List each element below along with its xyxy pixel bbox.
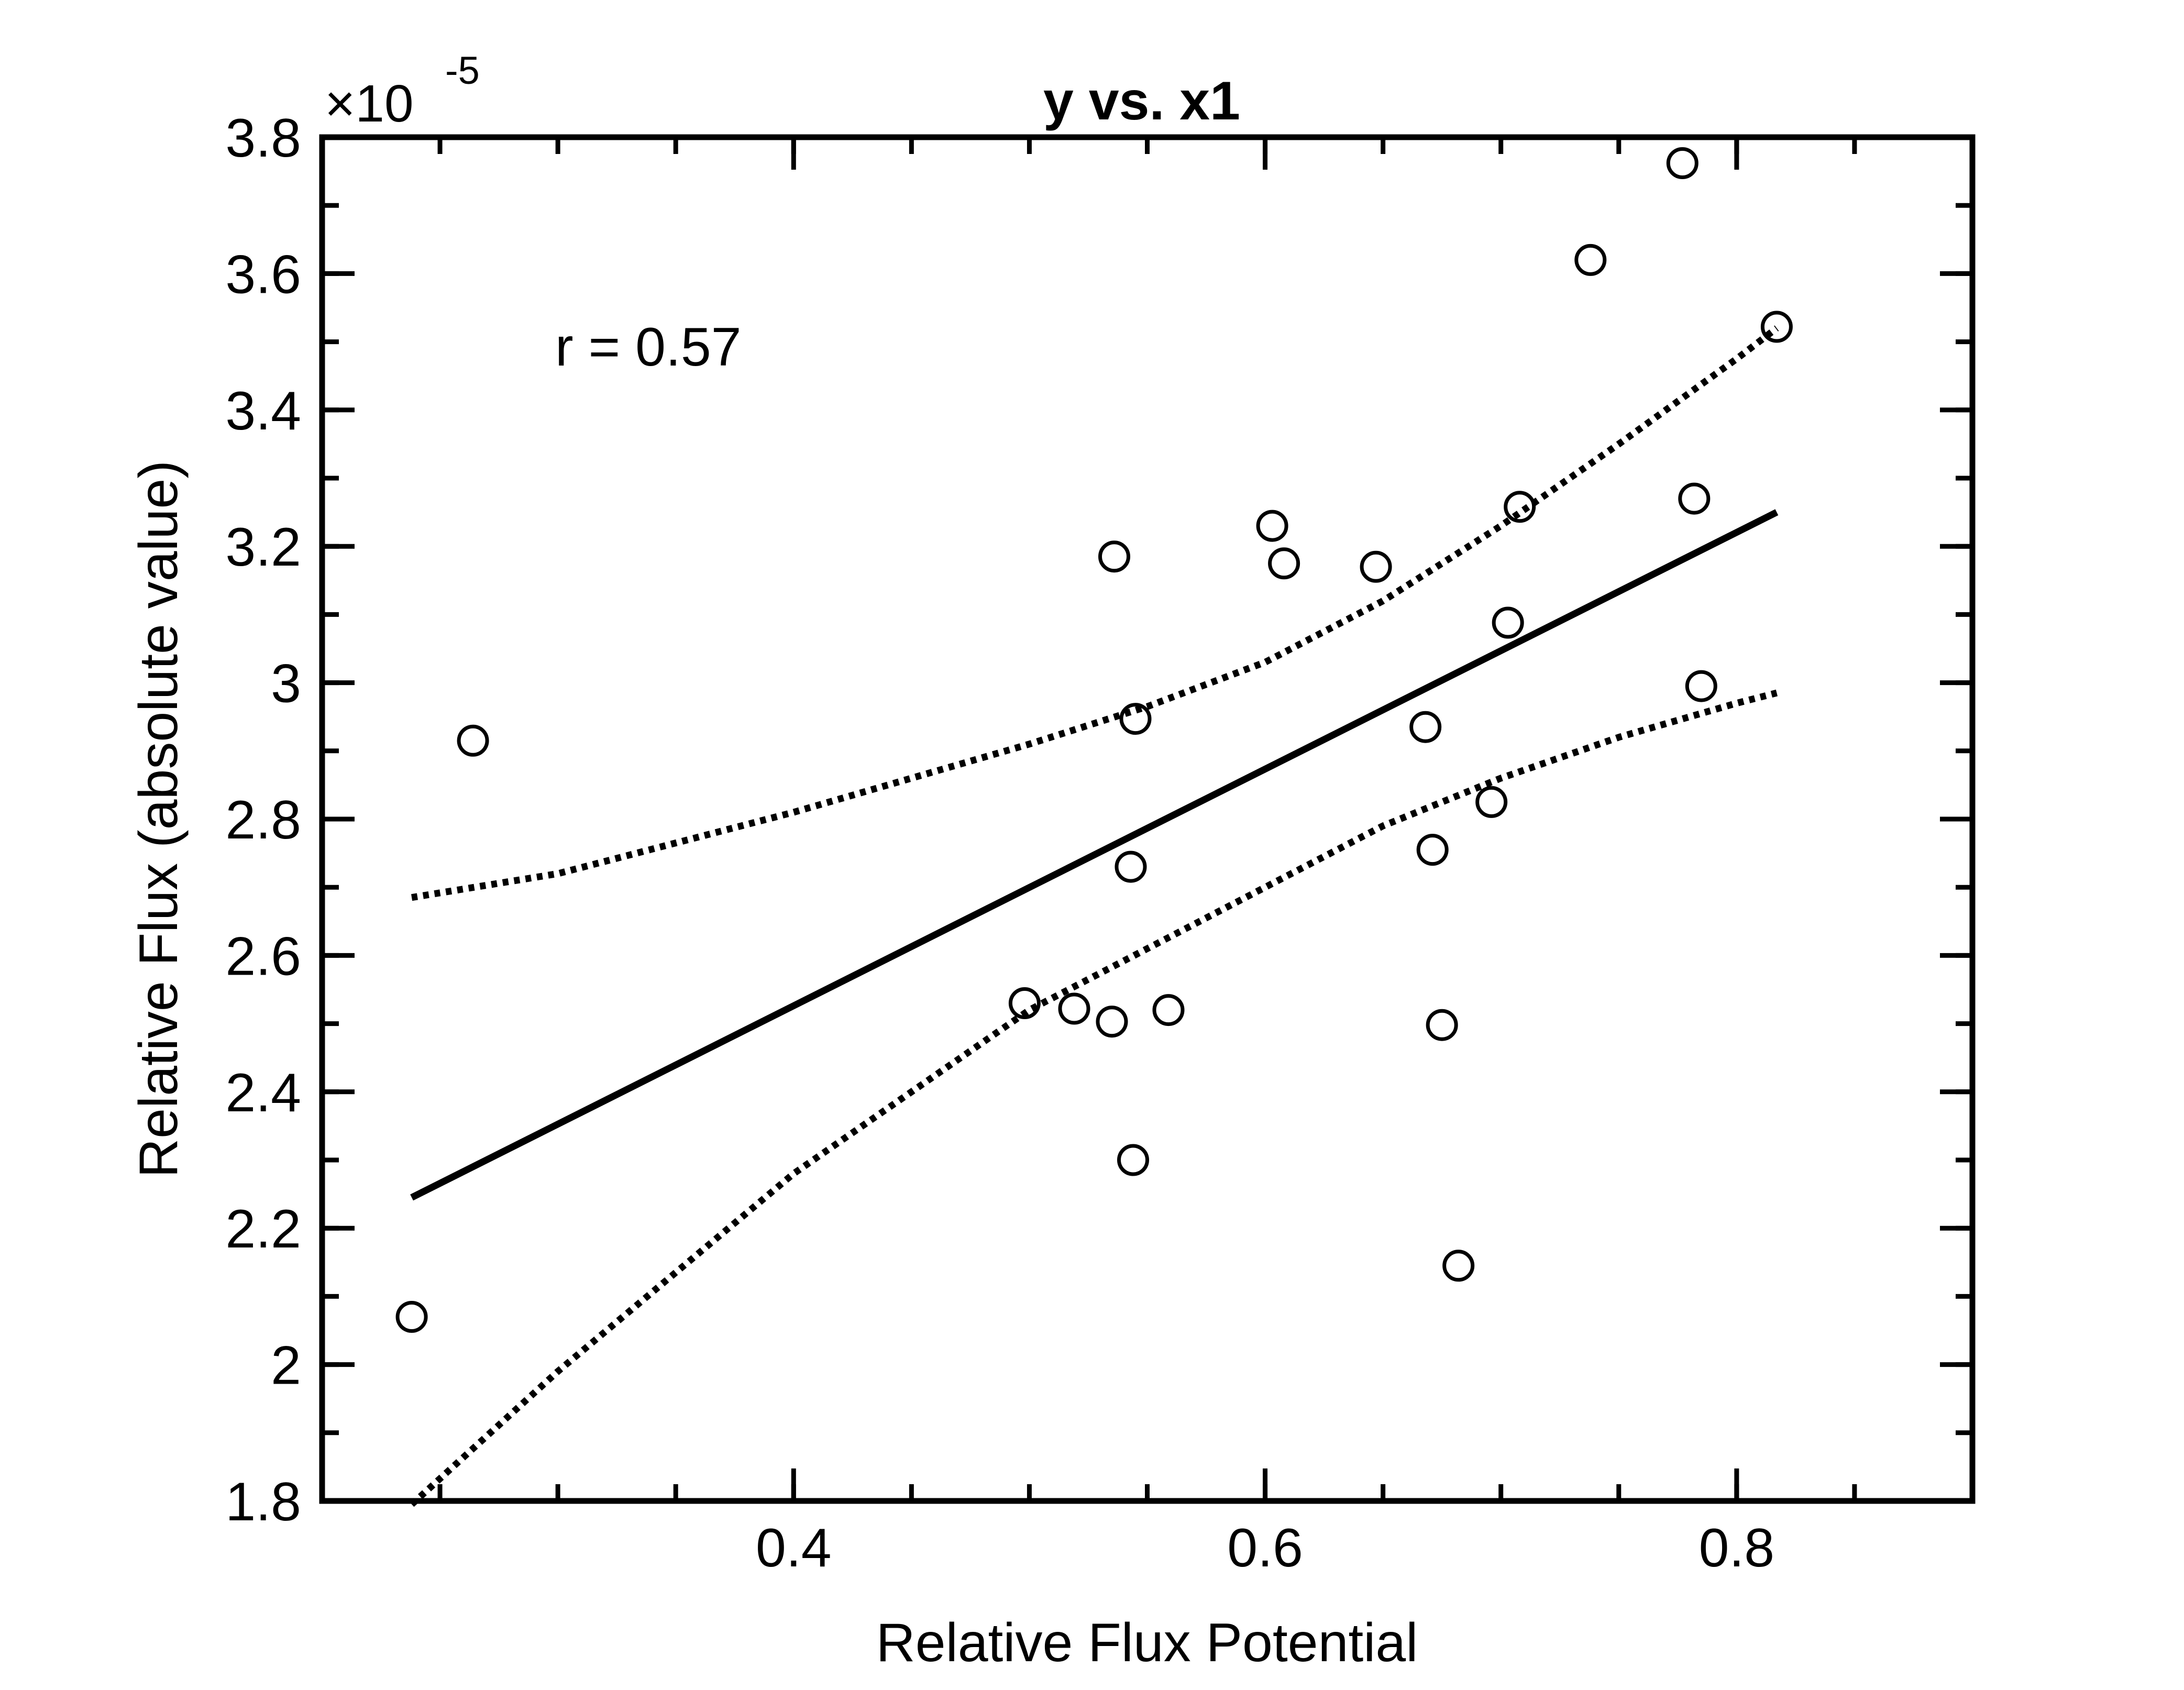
plot-area-frame — [319, 134, 1976, 1504]
axis-ticks: 0.4 0.6 0.8 1.8 2 2.2 2.4 2.6 2.8 3 3.2 3.4 3.6 3.8 — [225, 108, 1972, 1578]
x-tick-label: 0.4 — [756, 1518, 832, 1578]
data-point — [1666, 147, 1698, 179]
x-axis-label: Relative Flux Potential — [876, 1612, 1418, 1673]
data-point — [1117, 1144, 1149, 1176]
data-point — [1760, 311, 1793, 343]
data-point — [1574, 244, 1607, 276]
y-tick-label: 3 — [271, 654, 301, 714]
data-point — [1256, 510, 1288, 542]
x-tick-label: 0.8 — [1699, 1518, 1775, 1578]
chart-title: y vs. x1 — [1043, 71, 1240, 131]
y-axis-label: Relative Flux (absolute value) — [128, 460, 189, 1178]
data-point — [1426, 1009, 1458, 1041]
data-point — [1360, 550, 1392, 583]
data-point — [457, 724, 489, 757]
y-tick-label: 3.8 — [225, 108, 301, 169]
y-tick-label: 2.2 — [225, 1199, 301, 1260]
data-point — [1492, 606, 1524, 639]
data-point — [395, 1301, 428, 1333]
data-point — [1504, 491, 1536, 523]
y-tick-label: 3.4 — [225, 381, 301, 441]
data-point — [1119, 703, 1152, 735]
y-scale-exponent-value: -5 — [445, 49, 480, 92]
data-point — [1058, 992, 1090, 1025]
fit-annotation: r = 0.57 — [555, 317, 742, 378]
data-point — [1442, 1250, 1475, 1282]
y-tick-label: 2.4 — [225, 1063, 301, 1123]
y-tick-label: 2.6 — [225, 926, 301, 987]
data-point — [1409, 711, 1442, 743]
y-tick-label: 3.2 — [225, 517, 301, 578]
data-point — [1096, 1006, 1128, 1038]
y-scale-multiplier-label: ×10 — [325, 74, 414, 133]
y-tick-label: 1.8 — [225, 1472, 301, 1532]
regression-line — [410, 509, 1779, 1201]
y-tick-label: 3.6 — [225, 244, 301, 305]
x-tick-label: 0.6 — [1227, 1518, 1303, 1578]
plot-series — [395, 147, 1793, 1507]
y-tick-label: 2.8 — [225, 790, 301, 850]
upper-confidence-bound — [411, 325, 1779, 901]
data-point — [1152, 994, 1185, 1026]
data-point — [1115, 850, 1147, 883]
data-point — [1268, 547, 1300, 580]
data-point — [1098, 540, 1130, 573]
data-point — [1678, 482, 1711, 515]
data-point — [1685, 670, 1717, 702]
y-tick-label: 2 — [271, 1335, 301, 1396]
y-scale-exponent: ×10 -5 — [325, 49, 480, 133]
data-point — [1008, 987, 1041, 1019]
data-point — [1475, 786, 1508, 818]
data-point — [1416, 834, 1449, 866]
